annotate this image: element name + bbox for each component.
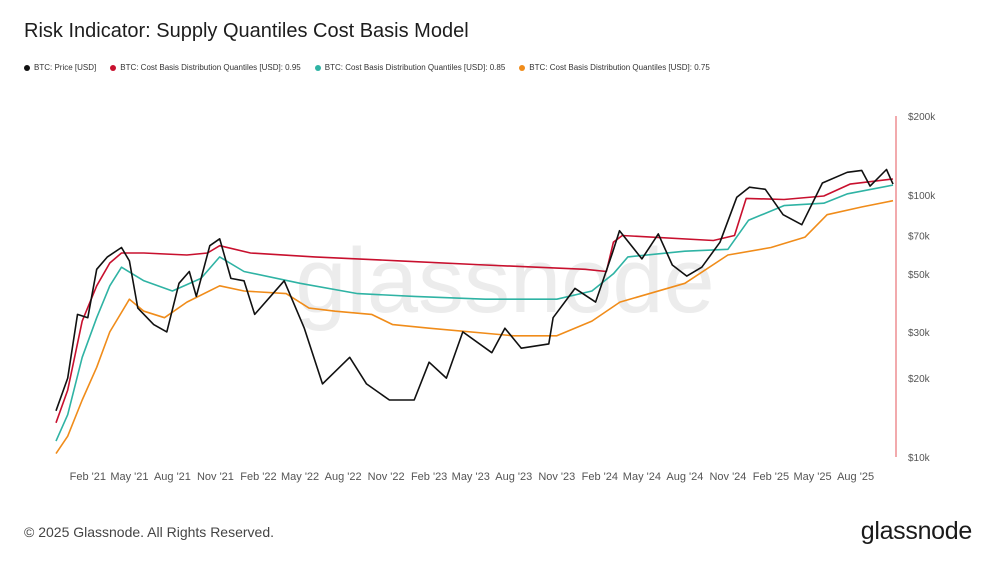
x-tick-label: May '21 [110,471,148,483]
x-tick-label: May '25 [793,471,831,483]
x-tick-label: Feb '21 [70,471,106,483]
x-tick-label: Nov '23 [538,471,575,483]
x-tick-label: Feb '22 [240,471,276,483]
x-tick-label: Feb '25 [753,471,789,483]
x-tick-label: Feb '23 [411,471,447,483]
legend: BTC: Price [USD] BTC: Cost Basis Distrib… [24,63,710,72]
series-line-q85 [55,184,894,442]
series-line-price [55,168,894,412]
y-tick-label: $20k [908,374,931,385]
legend-label-q75: BTC: Cost Basis Distribution Quantiles [… [529,63,710,72]
legend-label-q85: BTC: Cost Basis Distribution Quantiles [… [324,63,506,72]
y-tick-label: $50k [908,270,931,281]
x-tick-label: Nov '24 [709,471,746,483]
legend-dot-price [24,64,30,71]
watermark-text: glassnode [295,230,714,332]
y-tick-label: $10k [908,453,931,464]
x-tick-label: Aug '23 [495,471,532,483]
chart-title: Risk Indicator: Supply Quantiles Cost Ba… [24,20,469,42]
y-tick-label: $30k [908,328,931,339]
legend-dot-q85 [314,64,321,71]
x-tick-label: Aug '25 [837,471,874,483]
x-tick-label: Aug '22 [325,471,362,483]
legend-label-price: BTC: Price [USD] [34,63,97,72]
legend-item-price[interactable]: BTC: Price [USD] [24,63,96,72]
y-tick-label: $70k [908,231,931,242]
series-line-q75 [55,199,894,455]
x-tick-label: Nov '22 [368,471,405,483]
brand-logo: glassnode [860,517,973,545]
copyright-footer: © 2025 Glassnode. All Rights Reserved. [24,524,275,540]
legend-item-q85[interactable]: BTC: Cost Basis Distribution Quantiles [… [314,63,506,72]
series-line-q95 [55,178,894,424]
x-tick-label: May '24 [623,471,661,483]
x-tick-label: Aug '24 [666,471,703,483]
legend-item-q95[interactable]: BTC: Cost Basis Distribution Quantiles [… [110,63,301,72]
legend-label-q95: BTC: Cost Basis Distribution Quantiles [… [120,63,301,72]
y-tick-label: $200k [908,112,936,123]
legend-item-q75[interactable]: BTC: Cost Basis Distribution Quantiles [… [519,63,710,72]
y-tick-label: $100k [908,191,936,202]
x-tick-label: Nov '21 [197,471,234,483]
x-tick-label: Aug '21 [154,471,191,483]
x-tick-label: Feb '24 [582,471,618,483]
legend-dot-q95 [110,64,117,71]
legend-dot-q75 [519,64,526,71]
x-tick-label: May '22 [281,471,319,483]
x-tick-label: May '23 [452,471,490,483]
